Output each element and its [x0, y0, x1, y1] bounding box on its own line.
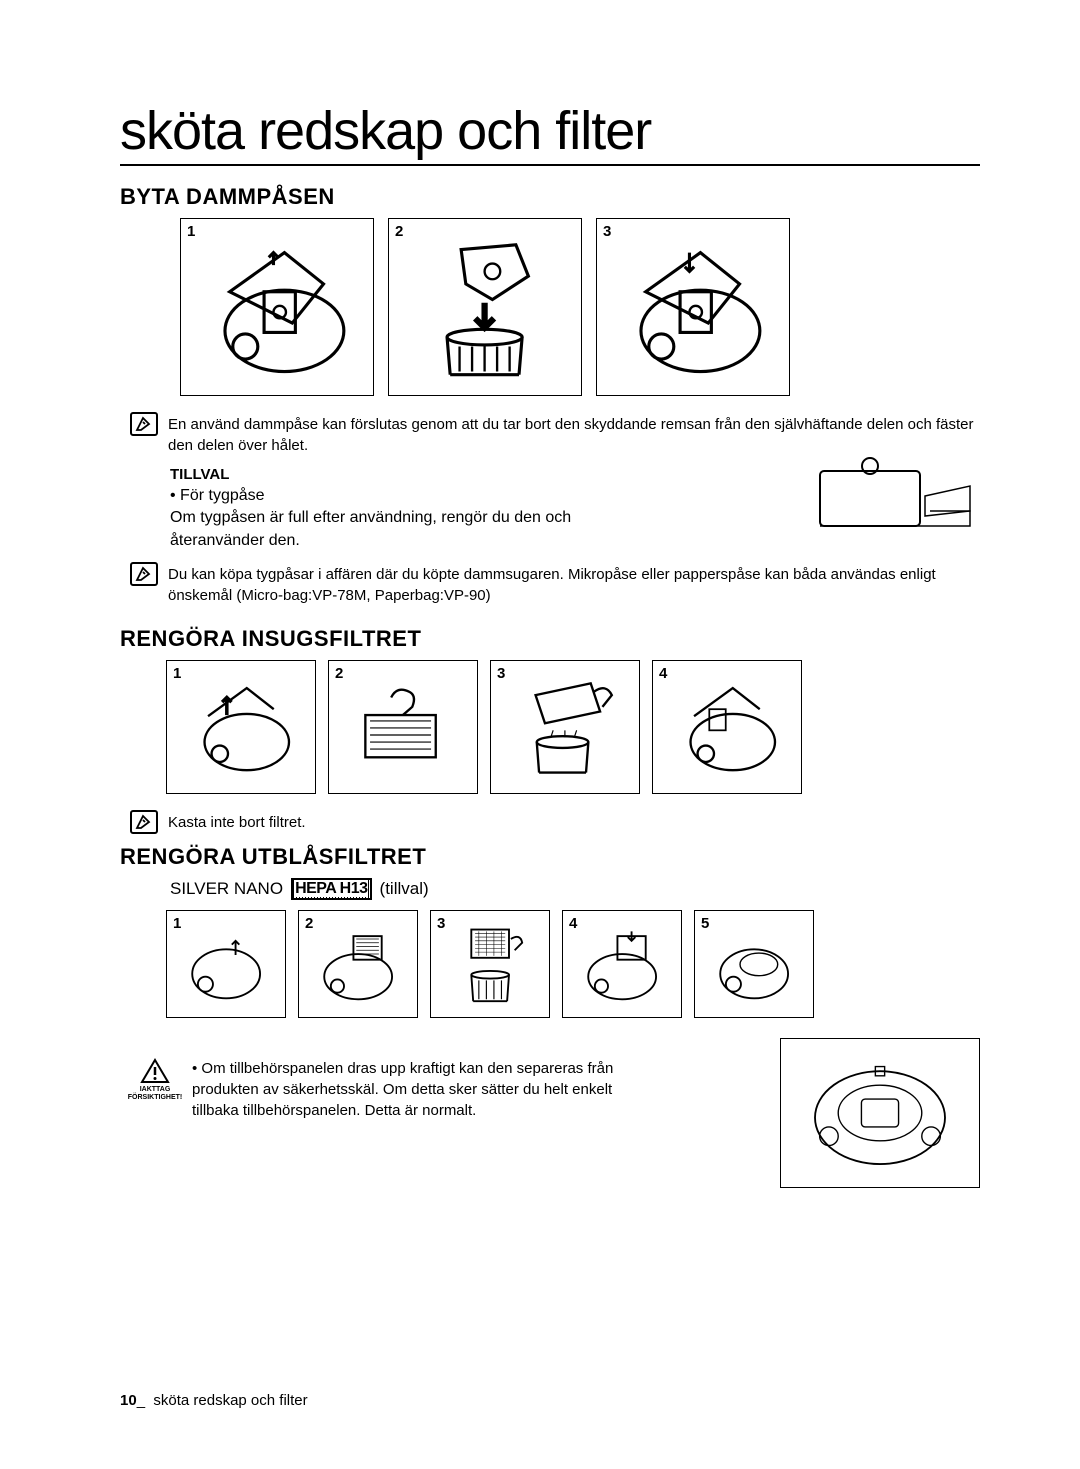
note-icon — [130, 810, 158, 834]
note-row: En använd dammpåse kan förslutas genom a… — [130, 412, 980, 456]
step-box: 2 — [328, 660, 478, 794]
step-number: 4 — [569, 915, 577, 932]
note-row: Du kan köpa tygpåsar i affären där du kö… — [130, 562, 980, 606]
hepa-badge: HEPA H13 — [291, 878, 371, 900]
vacuum-closed-icon — [704, 922, 804, 1007]
note-icon — [130, 412, 158, 436]
page-title: sköta redskap och filter — [120, 100, 980, 166]
section-heading-insugs: RENGÖRA INSUGSFILTRET — [120, 626, 980, 652]
step-box: 2 — [388, 218, 582, 396]
tillval-bullet: För tygpåse Om tygpåsen är full efter an… — [170, 485, 650, 552]
vacuum-panel-open-icon — [308, 922, 408, 1007]
step-number: 2 — [305, 915, 313, 932]
step-number: 2 — [335, 665, 343, 682]
step-row-dustbag: 1 2 3 — [180, 218, 980, 396]
step-box: 4 — [562, 910, 682, 1018]
vacuum-panel-close-icon — [572, 922, 672, 1007]
note-row: Kasta inte bort filtret. — [130, 810, 980, 834]
caution-label: IAKTTAG FÖRSIKTIGHET! — [128, 1086, 182, 1101]
page-footer: 10_ sköta redskap och filter — [120, 1392, 308, 1409]
step-number: 1 — [187, 223, 195, 240]
step-box: 1 — [166, 660, 316, 794]
silver-nano-line: SILVER NANO HEPA H13 (tillval) — [170, 878, 980, 900]
step-number: 3 — [603, 223, 611, 240]
tillval-row: TILLVAL För tygpåse Om tygpåsen är full … — [120, 466, 980, 562]
vacuum-lift-icon — [178, 674, 304, 780]
section-heading-utblas: RENGÖRA UTBLÅSFILTRET — [120, 844, 980, 870]
tillval-heading: TILLVAL — [170, 466, 780, 483]
step-box: 1 — [166, 910, 286, 1018]
note-icon — [130, 562, 158, 586]
step-box: 4 — [652, 660, 802, 794]
step-box: 2 — [298, 910, 418, 1018]
silver-prefix: SILVER NANO — [170, 879, 283, 899]
silver-suffix: (tillval) — [380, 879, 429, 899]
filter-shake-icon — [502, 674, 628, 780]
step-number: 5 — [701, 915, 709, 932]
vacuum-top-view-icon — [780, 1038, 980, 1188]
step-box: 5 — [694, 910, 814, 1018]
step-row-insugs: 1 2 3 4 — [166, 660, 980, 794]
step-box: 3 — [596, 218, 790, 396]
caution-icon: IAKTTAG FÖRSIKTIGHET! — [130, 1058, 180, 1101]
vacuum-open-icon — [195, 237, 358, 378]
caution-text: Om tillbehörspanelen dras upp kraftigt k… — [192, 1058, 632, 1121]
bullet-body: Om tygpåsen är full efter användning, re… — [170, 507, 650, 552]
footer-label: sköta redskap och filter — [153, 1392, 307, 1409]
step-number: 3 — [437, 915, 445, 932]
step-number: 1 — [173, 915, 181, 932]
section-heading-byta: BYTA DAMMPÅSEN — [120, 184, 980, 210]
caution-row: IAKTTAG FÖRSIKTIGHET! Om tillbehörspanel… — [130, 1058, 980, 1188]
hepa-trash-icon — [440, 922, 540, 1007]
step-number: 3 — [497, 665, 505, 682]
bullet-title: För tygpåse — [170, 485, 650, 507]
step-number: 4 — [659, 665, 667, 682]
filter-hand-icon — [340, 674, 466, 780]
note-text: Du kan köpa tygpåsar i affären där du kö… — [168, 562, 980, 606]
step-row-utblas: 1 2 3 4 5 — [166, 910, 980, 1018]
step-box: 3 — [430, 910, 550, 1018]
step-box: 1 — [180, 218, 374, 396]
footer-separator: _ — [137, 1392, 145, 1409]
step-box: 3 — [490, 660, 640, 794]
note-text: En använd dammpåse kan förslutas genom a… — [168, 412, 980, 456]
vacuum-replace-icon — [664, 674, 790, 780]
note-text: Kasta inte bort filtret. — [168, 810, 306, 833]
fabric-bag-icon — [800, 456, 980, 546]
step-number: 2 — [395, 223, 403, 240]
vacuum-insert-icon — [611, 237, 774, 378]
page-number: 10 — [120, 1392, 137, 1409]
step-number: 1 — [173, 665, 181, 682]
dustbag-trash-icon — [403, 237, 566, 378]
vacuum-rear-icon — [176, 922, 276, 1007]
